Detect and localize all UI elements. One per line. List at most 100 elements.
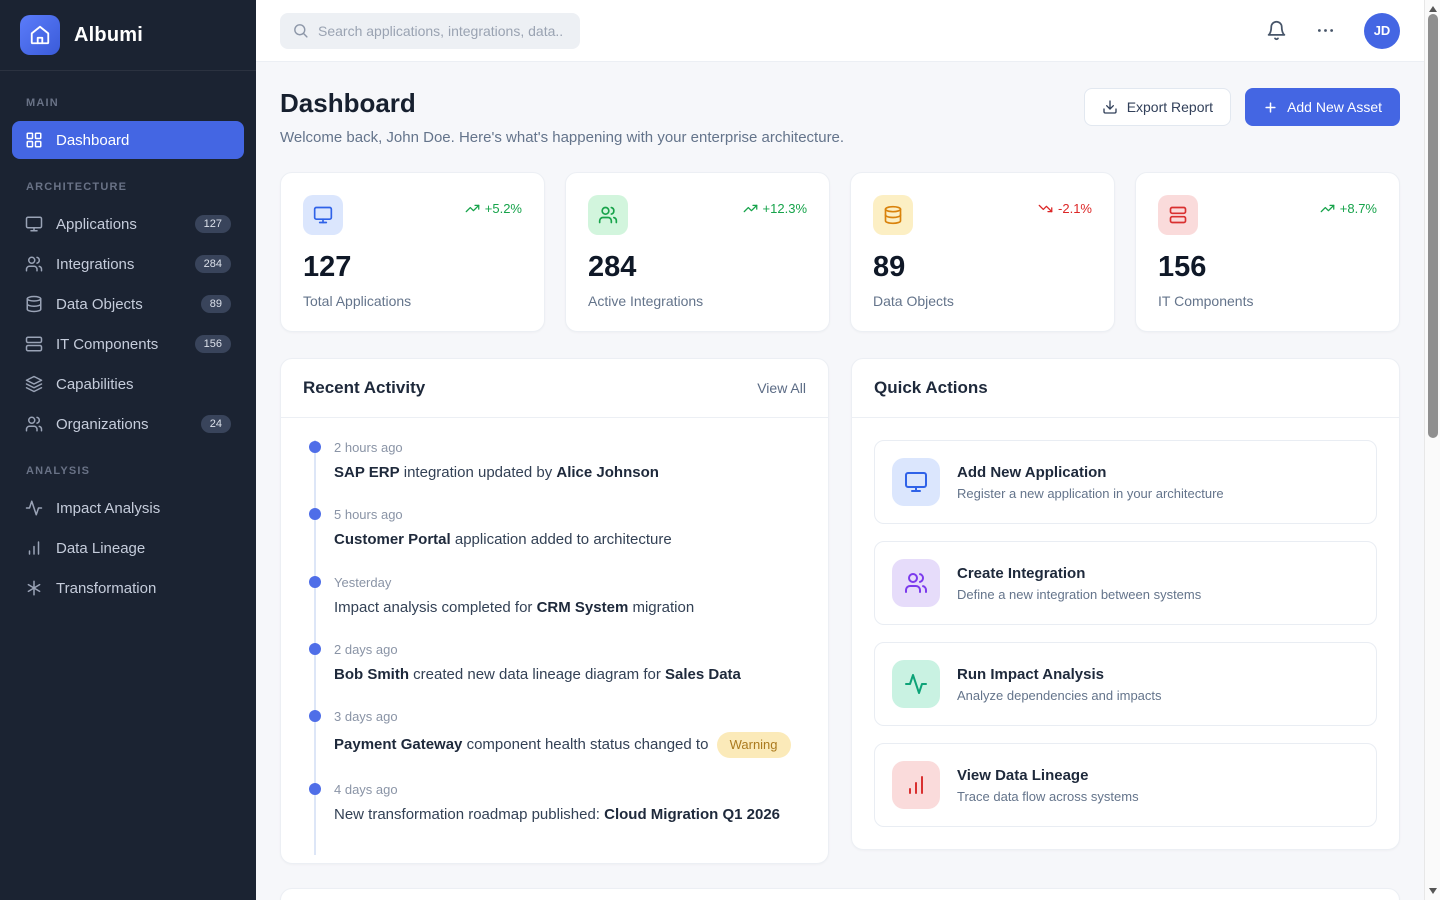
avatar[interactable]: JD <box>1364 12 1400 49</box>
activity-text: Impact analysis completed for CRM System… <box>334 598 695 616</box>
activity-text: SAP ERP integration updated by Alice Joh… <box>334 464 659 481</box>
activity-time: 5 hours ago <box>334 507 403 523</box>
activity-time: 4 days ago <box>334 781 398 797</box>
scroll-down-arrow-icon[interactable] <box>1429 888 1437 894</box>
export-report-button[interactable]: Export Report <box>1083 88 1232 126</box>
quick-action-desc: Register a new application in your archi… <box>957 485 1224 501</box>
activity-time: 3 days ago <box>334 709 398 724</box>
sparkle-icon <box>25 579 43 597</box>
scrollbar-thumb[interactable] <box>1428 14 1438 438</box>
monitor-icon <box>303 195 343 235</box>
sidebar-item-label: Integrations <box>56 255 135 273</box>
quick-action-add-application[interactable]: Add New Application Register a new appli… <box>874 440 1377 524</box>
activity-time: 2 hours ago <box>334 440 403 455</box>
scroll-up-arrow-icon[interactable] <box>1429 6 1437 12</box>
notifications-bell-icon[interactable] <box>1266 20 1287 41</box>
sidebar-item-integrations[interactable]: Integrations 284 <box>12 245 244 283</box>
timeline-dot <box>309 782 321 795</box>
quick-action-title: Add New Application <box>957 463 1107 481</box>
activity-time: 2 days ago <box>334 641 398 657</box>
vertical-scrollbar[interactable] <box>1424 0 1440 900</box>
stat-label: IT Components <box>1158 293 1254 309</box>
main-area: JD Dashboard Welcome back, John Doe. Her… <box>256 0 1440 900</box>
quick-action-desc: Define a new integration between systems <box>957 586 1202 602</box>
page-content: Dashboard Welcome back, John Doe. Here's… <box>256 62 1424 900</box>
sidebar-item-data-objects[interactable]: Data Objects 89 <box>12 285 244 323</box>
stat-value: 127 <box>303 251 352 283</box>
activity-item: 2 days ago Bob Smith created new data li… <box>309 641 806 709</box>
stat-label: Active Integrations <box>588 293 704 309</box>
sidebar-item-data-lineage[interactable]: Data Lineage <box>12 529 244 567</box>
sidebar-item-label: IT Components <box>56 335 159 353</box>
stat-value: 89 <box>873 251 906 283</box>
search-icon <box>292 22 309 39</box>
nav-section-label: ARCHITECTURE <box>26 181 128 193</box>
plus-icon <box>1263 100 1278 115</box>
count-badge: 127 <box>194 215 231 233</box>
users-icon <box>25 255 43 273</box>
view-all-link[interactable]: View All <box>757 380 806 396</box>
sidebar-item-dashboard[interactable]: Dashboard <box>12 121 244 159</box>
server-icon <box>1158 195 1198 235</box>
page-subtitle: Welcome back, John Doe. Here's what's ha… <box>280 129 845 146</box>
search-input[interactable] <box>318 22 568 39</box>
sidebar-item-impact-analysis[interactable]: Impact Analysis <box>12 489 244 527</box>
brand: Albumi <box>0 0 256 71</box>
users-icon <box>25 415 43 433</box>
portfolio-health-panel: Portfolio Health Overview Week Month Qua… <box>280 887 1400 900</box>
topbar-actions: JD <box>1266 12 1400 49</box>
monitor-icon <box>25 215 43 233</box>
activity-text: Bob Smith created new data lineage diagr… <box>334 665 741 683</box>
sidebar-item-label: Data Objects <box>56 295 143 313</box>
search-box[interactable] <box>280 12 580 49</box>
database-icon <box>873 195 913 235</box>
panel-title: Recent Activity <box>303 378 426 397</box>
monitor-icon <box>892 458 940 506</box>
sidebar-item-organizations[interactable]: Organizations 24 <box>12 405 244 443</box>
add-new-asset-label: Add New Asset <box>1287 99 1382 115</box>
stat-card-active-integrations: +12.3% 284 Active Integrations <box>565 172 830 332</box>
activity-icon <box>892 660 940 708</box>
sidebar-item-label: Applications <box>56 215 137 233</box>
topbar: JD <box>256 0 1424 62</box>
quick-actions-list: Add New Application Register a new appli… <box>852 418 1399 849</box>
activity-icon <box>25 499 43 517</box>
quick-action-view-data-lineage[interactable]: View Data Lineage Trace data flow across… <box>874 743 1377 827</box>
activity-item: Yesterday Impact analysis completed for … <box>309 574 806 642</box>
stat-value: 284 <box>588 251 637 283</box>
trending-up-icon <box>465 201 480 216</box>
bar-chart-icon <box>892 761 940 809</box>
grid-icon <box>25 131 43 149</box>
count-badge: 24 <box>200 415 231 433</box>
quick-action-run-impact-analysis[interactable]: Run Impact Analysis Analyze dependencies… <box>874 642 1377 726</box>
export-report-label: Export Report <box>1126 99 1214 115</box>
sidebar-item-label: Capabilities <box>56 375 134 393</box>
quick-action-create-integration[interactable]: Create Integration Define a new integrat… <box>874 541 1377 625</box>
sidebar-nav: MAIN Dashboard ARCHITECTURE Applications… <box>0 71 256 615</box>
trend-indicator: +8.7% <box>1320 201 1377 216</box>
sidebar-item-capabilities[interactable]: Capabilities <box>12 365 244 403</box>
brand-name: Albumi <box>74 23 143 46</box>
activity-item: 3 days ago Payment Gateway component hea… <box>309 709 806 782</box>
quick-action-title: Run Impact Analysis <box>957 665 1104 683</box>
activity-item: 2 hours ago SAP ERP integration updated … <box>309 440 806 508</box>
trending-down-icon <box>1038 201 1053 216</box>
sidebar-item-applications[interactable]: Applications 127 <box>12 205 244 243</box>
activity-item: 4 days ago New transformation roadmap pu… <box>309 781 806 855</box>
add-new-asset-button[interactable]: Add New Asset <box>1245 88 1400 126</box>
sidebar-item-label: Dashboard <box>56 131 130 149</box>
more-options-icon[interactable] <box>1315 20 1336 41</box>
page-title: Dashboard <box>280 88 416 118</box>
quick-action-desc: Analyze dependencies and impacts <box>957 687 1162 703</box>
activity-text: Customer Portal application added to arc… <box>334 531 672 549</box>
page-header: Dashboard Welcome back, John Doe. Here's… <box>280 88 1400 146</box>
users-icon <box>588 195 628 235</box>
sidebar-item-transformation[interactable]: Transformation <box>12 569 244 607</box>
activity-text: New transformation roadmap published: Cl… <box>334 805 781 823</box>
nav-section-label: MAIN <box>26 97 59 109</box>
count-badge: 284 <box>194 255 231 273</box>
sidebar-item-label: Data Lineage <box>56 539 146 557</box>
panel-title: Quick Actions <box>874 378 988 397</box>
download-icon <box>1102 99 1118 115</box>
sidebar-item-it-components[interactable]: IT Components 156 <box>12 325 244 363</box>
